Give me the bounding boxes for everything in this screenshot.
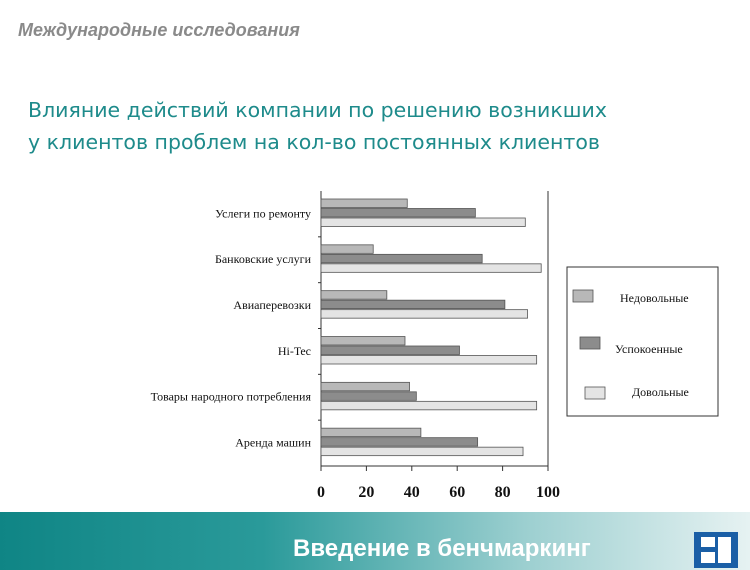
x-tick-label: 0 bbox=[317, 484, 325, 501]
category-label: Услеги по ремонту bbox=[215, 206, 311, 220]
category-label: Товары народного потребления bbox=[151, 390, 312, 404]
bar-6-series-1 bbox=[320, 427, 422, 438]
bar-5-series-1 bbox=[320, 381, 410, 392]
bar-3-series-1 bbox=[320, 290, 388, 300]
legend-swatch-1 bbox=[572, 289, 594, 303]
bar-1-series-2 bbox=[320, 208, 476, 218]
logo-icon bbox=[694, 532, 738, 568]
footer-band bbox=[0, 512, 750, 570]
x-tick-label: 80 bbox=[495, 484, 511, 501]
category-label: Авиаперевозки bbox=[233, 298, 311, 312]
bar-4-series-2 bbox=[320, 345, 460, 355]
bar-2-series-3 bbox=[320, 263, 542, 273]
legend-label-3: Довольные bbox=[632, 385, 689, 399]
x-tick-label: 60 bbox=[449, 484, 465, 501]
slide-title-line-2: у клиентов проблем на кол-во постоянных … bbox=[28, 130, 600, 154]
x-tick-label: 40 bbox=[404, 484, 420, 501]
section-title: Международные исследования bbox=[18, 20, 300, 40]
x-tick-label: 20 bbox=[358, 484, 374, 501]
bar-5-series-3 bbox=[320, 400, 538, 411]
bar-4-series-1 bbox=[320, 336, 406, 346]
legend-swatch-2 bbox=[579, 336, 601, 350]
category-label: Hi-Tec bbox=[278, 344, 311, 358]
legend-label-2: Успокоенные bbox=[615, 342, 683, 356]
slide-title: Влияние действий компании по решению воз… bbox=[28, 94, 728, 158]
bar-1-series-1 bbox=[320, 198, 408, 208]
legend-label-1: Недовольные bbox=[620, 291, 689, 305]
bar-6-series-2 bbox=[320, 437, 479, 447]
bar-2-series-2 bbox=[320, 253, 483, 264]
x-tick-label: 100 bbox=[536, 484, 560, 501]
bar-5-series-2 bbox=[320, 391, 417, 401]
bar-4-series-3 bbox=[320, 355, 538, 365]
legend-swatch-3 bbox=[584, 386, 606, 400]
slide-title-line-1: Влияние действий компании по решению воз… bbox=[28, 98, 607, 122]
footer-text: Введение в бенчмаркинг bbox=[293, 535, 591, 562]
bar-6-series-3 bbox=[320, 446, 524, 457]
category-label: Банковские услуги bbox=[215, 252, 312, 266]
bar-3-series-2 bbox=[320, 299, 506, 310]
bar-chart: Услеги по ремонту Банковские услуги Авиапе… bbox=[151, 191, 719, 501]
bar-3-series-3 bbox=[320, 309, 528, 319]
category-label: Аренда машин bbox=[235, 435, 311, 449]
bar-1-series-3 bbox=[320, 217, 526, 227]
bar-2-series-1 bbox=[320, 244, 374, 254]
